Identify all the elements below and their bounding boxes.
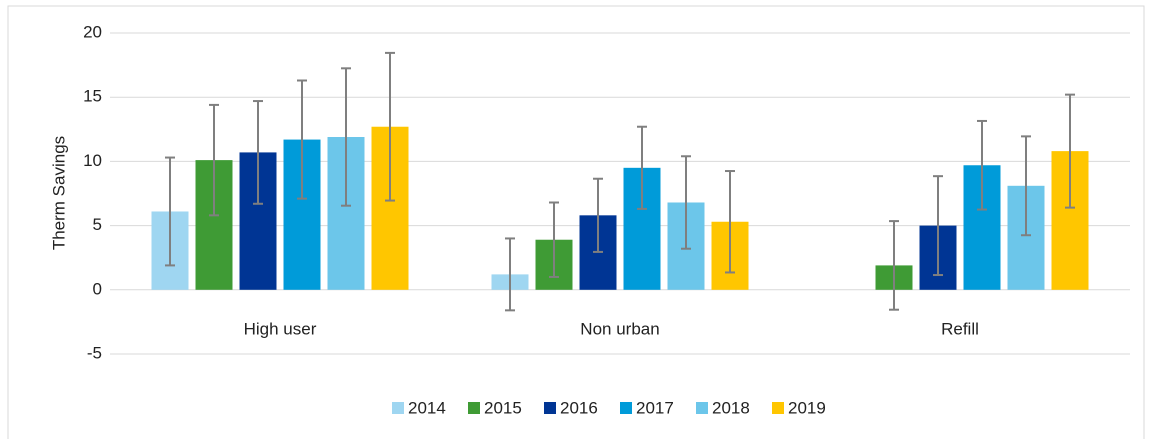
y-axis-label: Therm Savings (49, 136, 68, 250)
legend-label: 2014 (408, 398, 446, 417)
legend-swatch (468, 402, 480, 414)
y-tick-label: 15 (83, 87, 102, 106)
legend-swatch (620, 402, 632, 414)
legend-swatch (392, 402, 404, 414)
legend-swatch (772, 402, 784, 414)
legend-label: 2019 (788, 398, 826, 417)
y-tick-label: 5 (93, 215, 102, 234)
x-tick-label: High user (244, 319, 317, 338)
chart-frame (7, 5, 1145, 439)
y-tick-label: -5 (87, 343, 102, 362)
legend-label: 2018 (712, 398, 750, 417)
legend-label: 2016 (560, 398, 598, 417)
y-tick-label: 10 (83, 151, 102, 170)
legend-label: 2017 (636, 398, 674, 417)
legend-swatch (544, 402, 556, 414)
legend-swatch (696, 402, 708, 414)
y-tick-label: 20 (83, 22, 102, 41)
y-tick-label: 0 (93, 279, 102, 298)
x-tick-label: Non urban (580, 319, 659, 338)
x-tick-label: Refill (941, 319, 979, 338)
legend-label: 2015 (484, 398, 522, 417)
